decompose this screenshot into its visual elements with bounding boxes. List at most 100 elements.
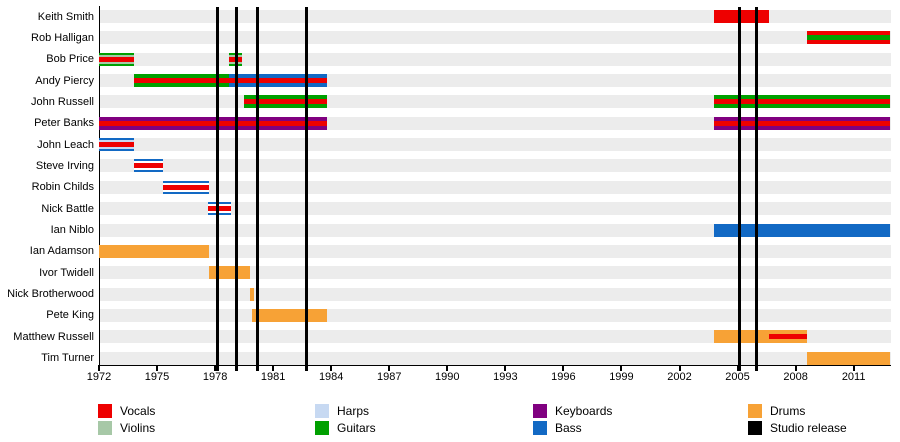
timeline-bar <box>714 330 808 344</box>
x-axis-label: 1978 <box>202 371 228 383</box>
x-axis-label: 1993 <box>493 371 518 383</box>
member-row-stripe <box>100 308 891 322</box>
legend-swatch-drums <box>748 404 762 418</box>
x-axis-tick <box>620 365 623 371</box>
legend-swatch-harps <box>315 404 329 418</box>
bar-vocals-stripe <box>208 206 231 212</box>
legend-swatch-studio_release <box>748 421 762 435</box>
member-label: Nick Battle <box>41 202 94 215</box>
x-axis-tick <box>156 365 159 371</box>
x-axis-tick <box>272 365 275 371</box>
member-row-stripe <box>100 202 891 216</box>
member-row-stripe <box>100 52 891 66</box>
x-axis-label: 2008 <box>783 371 808 383</box>
legend-swatch-keyboards <box>533 404 547 418</box>
studio-release-line <box>234 7 238 371</box>
member-label: Steve Irving <box>35 159 94 172</box>
x-axis-label: 1999 <box>609 371 634 383</box>
member-label: Tim Turner <box>41 352 94 365</box>
member-row-stripe <box>100 351 891 365</box>
member-label: Bob Price <box>46 53 94 66</box>
x-axis-tick <box>214 365 217 371</box>
member-row-stripe <box>100 223 891 237</box>
member-label: Ivor Twidell <box>39 266 94 279</box>
member-label: Matthew Russell <box>13 330 94 343</box>
bar-vocals-stripe <box>99 56 134 62</box>
legend-swatch-vocals <box>98 404 112 418</box>
bar-vocals-stripe <box>768 334 808 340</box>
x-axis-line <box>99 365 891 366</box>
x-axis-label: 1975 <box>144 371 170 383</box>
legend-label-harps: Harps <box>337 404 370 418</box>
bar-vocals-stripe <box>807 35 891 41</box>
timeline-bar <box>99 244 210 258</box>
member-label: Pete King <box>46 309 94 322</box>
member-row-stripe <box>100 287 891 301</box>
x-axis-tick <box>446 365 449 371</box>
x-axis-label: 1981 <box>260 371 286 383</box>
member-label: Peter Banks <box>34 117 94 130</box>
bar-vocals-stripe <box>228 78 328 84</box>
bar-vocals-stripe <box>133 78 229 84</box>
timeline-bar <box>714 10 769 23</box>
x-axis-label: 1972 <box>86 371 112 383</box>
bar-vocals-stripe <box>99 142 134 148</box>
timeline-bar <box>249 287 254 301</box>
member-row-stripe <box>100 31 891 45</box>
member-row-stripe <box>100 180 891 194</box>
x-axis-label: 1984 <box>318 371 344 383</box>
member-label: Robin Childs <box>31 181 94 194</box>
member-label: John Russell <box>31 95 94 108</box>
x-axis-tick <box>504 365 507 371</box>
legend-label-vocals: Vocals <box>120 404 156 418</box>
timeline-bar <box>209 266 250 280</box>
member-row-stripe <box>100 159 891 173</box>
timeline-bar <box>162 180 210 194</box>
bar-vocals-stripe <box>99 120 328 126</box>
x-axis-label: 1990 <box>435 371 460 383</box>
studio-release-line <box>256 7 260 371</box>
timeline-bar <box>99 138 134 152</box>
member-label: Ian Niblo <box>50 224 94 236</box>
timeline-bar <box>133 159 163 173</box>
bar-vocals-stripe <box>244 99 328 105</box>
legend-swatch-violins <box>98 421 112 435</box>
x-axis-label: 1996 <box>551 371 576 383</box>
legend-label-violins: Violins <box>120 421 156 435</box>
timeline-bar <box>228 74 328 88</box>
studio-release-line <box>737 7 741 371</box>
x-axis-tick <box>330 365 333 371</box>
member-row-stripe <box>100 10 891 23</box>
timeline-bar <box>208 202 231 216</box>
studio-release-line <box>304 7 308 371</box>
x-axis-label: 2011 <box>841 371 866 383</box>
timeline-bar <box>807 31 891 45</box>
x-axis-tick <box>736 365 739 371</box>
legend-label-bass: Bass <box>555 421 582 435</box>
member-row-stripe <box>100 244 891 258</box>
x-axis-label: 2005 <box>725 371 750 383</box>
bar-vocals-stripe <box>133 163 163 169</box>
bar-vocals-stripe <box>162 184 210 190</box>
legend-label-guitars: Guitars <box>337 421 376 435</box>
member-row-stripe <box>100 138 891 152</box>
member-label: John Leach <box>37 138 94 151</box>
member-label: Nick Brotherwood <box>7 288 94 301</box>
timeline-bar <box>99 52 134 66</box>
legend-label-studio_release: Studio release <box>770 421 847 435</box>
x-axis-label: 1987 <box>377 371 402 383</box>
x-axis-label: 2002 <box>667 371 692 383</box>
legend-swatch-bass <box>533 421 547 435</box>
legend-label-drums: Drums <box>770 404 806 418</box>
member-label: Keith Smith <box>37 10 94 23</box>
studio-release-line <box>215 7 219 371</box>
bar-vocals-stripe <box>714 99 891 105</box>
x-axis-tick <box>794 365 797 371</box>
legend-swatch-guitars <box>315 421 329 435</box>
member-row-stripe <box>100 330 891 344</box>
member-label: Rob Halligan <box>31 31 94 44</box>
studio-release-line <box>755 7 759 371</box>
member-label: Ian Adamson <box>29 245 94 258</box>
timeline-bar <box>133 74 229 88</box>
